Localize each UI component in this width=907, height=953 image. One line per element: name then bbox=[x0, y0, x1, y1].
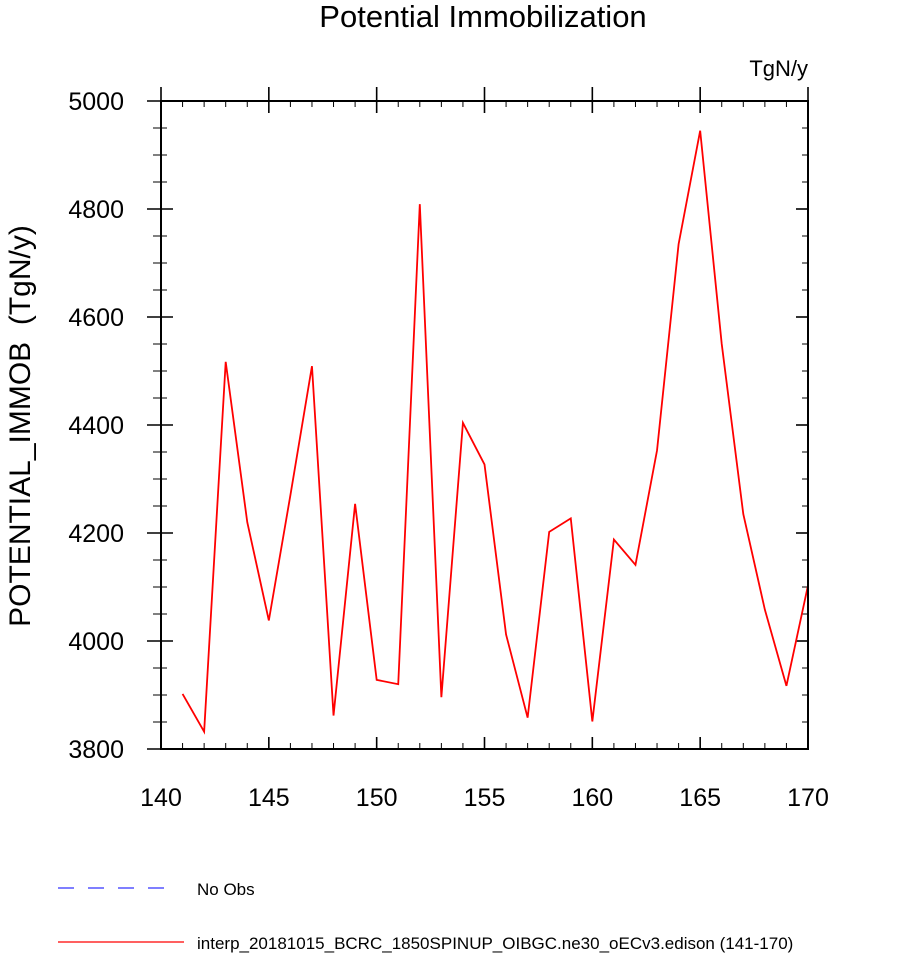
legend-label-model: interp_20181015_BCRC_1850SPINUP_OIBGC.ne… bbox=[197, 934, 793, 953]
legend: No Obs interp_20181015_BCRC_1850SPINUP_O… bbox=[58, 880, 793, 953]
y-tick-label: 4200 bbox=[68, 520, 124, 548]
x-tick-label: 140 bbox=[140, 784, 182, 812]
minor-ticks bbox=[153, 101, 808, 749]
series-group bbox=[181, 130, 809, 735]
x-tick-label: 150 bbox=[356, 784, 398, 812]
x-tick-labels: 140 145 150 155 160 165 170 bbox=[140, 784, 829, 812]
y-tick-label: 4000 bbox=[68, 628, 124, 656]
y-tick-labels: 3800 4000 4200 4400 4600 4800 5000 bbox=[68, 88, 124, 764]
y-tick-label: 4600 bbox=[68, 304, 124, 332]
chart-title: Potential Immobilization bbox=[319, 0, 646, 34]
y-tick-label: 3800 bbox=[68, 736, 124, 764]
units-label: TgN/y bbox=[749, 56, 808, 81]
y-tick-label: 4400 bbox=[68, 412, 124, 440]
y-tick-label: 4800 bbox=[68, 196, 124, 224]
series-line-0 bbox=[181, 130, 809, 735]
plot-frame bbox=[160, 100, 809, 750]
x-tick-label: 145 bbox=[248, 784, 290, 812]
y-axis-label: POTENTIAL_IMMOB (TgN/y) bbox=[4, 225, 37, 627]
x-tick-label: 170 bbox=[787, 784, 829, 812]
x-tick-label: 160 bbox=[571, 784, 613, 812]
x-tick-label: 155 bbox=[464, 784, 506, 812]
y-tick-label: 5000 bbox=[68, 88, 124, 116]
x-tick-label: 165 bbox=[679, 784, 721, 812]
major-ticks bbox=[147, 87, 809, 750]
legend-label-no-obs: No Obs bbox=[197, 880, 255, 899]
